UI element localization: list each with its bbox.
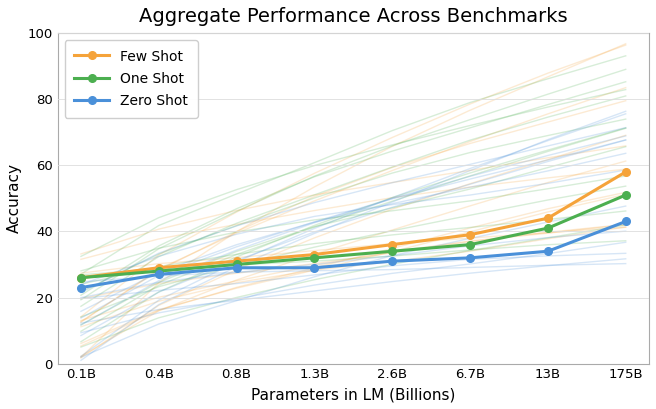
Few Shot	[233, 259, 241, 264]
Zero Shot	[388, 259, 396, 264]
Few Shot	[622, 169, 630, 174]
Line: One Shot: One Shot	[77, 191, 630, 281]
One Shot	[466, 242, 474, 247]
Zero Shot	[544, 249, 552, 254]
Line: Few Shot: Few Shot	[77, 168, 630, 281]
Zero Shot	[622, 219, 630, 224]
One Shot	[77, 275, 85, 280]
One Shot	[622, 193, 630, 198]
Few Shot	[466, 232, 474, 237]
Few Shot	[544, 216, 552, 220]
Y-axis label: Accuracy: Accuracy	[7, 163, 22, 234]
One Shot	[388, 249, 396, 254]
Few Shot	[310, 252, 318, 257]
One Shot	[155, 269, 163, 274]
Zero Shot	[233, 265, 241, 270]
X-axis label: Parameters in LM (Billions): Parameters in LM (Billions)	[251, 387, 455, 402]
Legend: Few Shot, One Shot, Zero Shot: Few Shot, One Shot, Zero Shot	[64, 40, 197, 118]
Zero Shot	[466, 255, 474, 260]
Few Shot	[388, 242, 396, 247]
One Shot	[544, 226, 552, 231]
Few Shot	[77, 275, 85, 280]
One Shot	[310, 255, 318, 260]
Zero Shot	[155, 272, 163, 277]
Title: Aggregate Performance Across Benchmarks: Aggregate Performance Across Benchmarks	[139, 7, 567, 26]
Line: Zero Shot: Zero Shot	[77, 218, 630, 292]
One Shot	[233, 262, 241, 267]
Zero Shot	[310, 265, 318, 270]
Few Shot	[155, 265, 163, 270]
Zero Shot	[77, 285, 85, 290]
